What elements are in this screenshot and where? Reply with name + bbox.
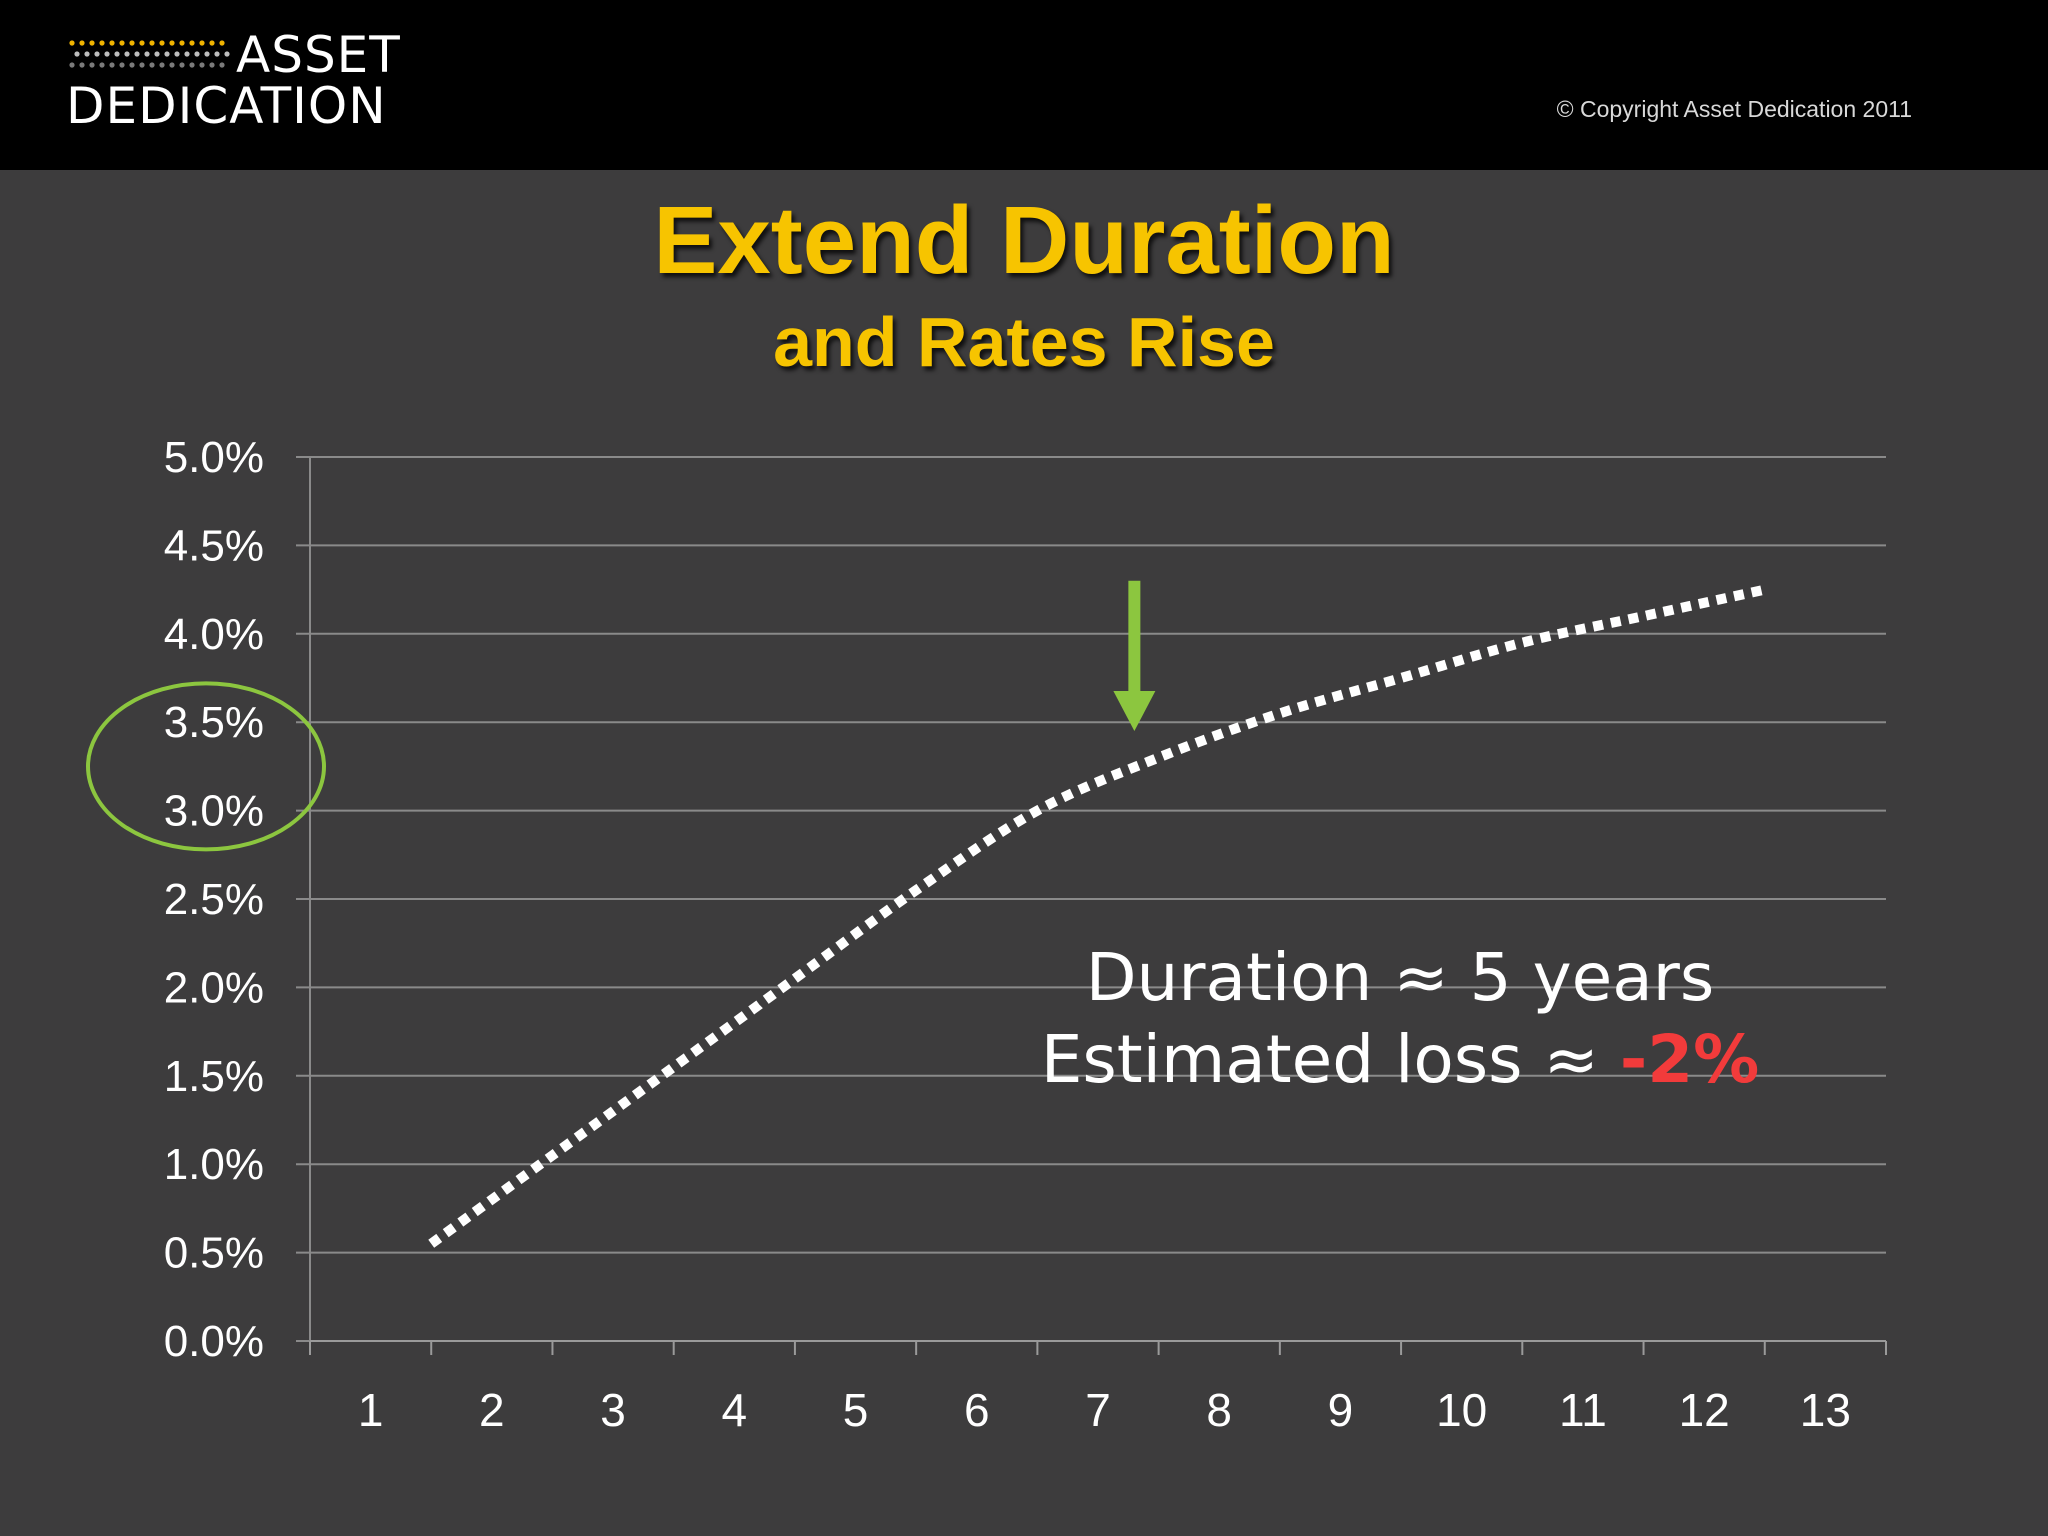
loss-annotation: Estimated loss ≈ -2% bbox=[980, 1020, 1820, 1100]
annotations-layer bbox=[86, 580, 1156, 852]
duration-annotation: Duration ≈ 5 years bbox=[1085, 939, 1715, 1016]
logo-text-asset: ASSET bbox=[236, 26, 401, 84]
x-tick-label: 7 bbox=[1085, 1384, 1111, 1436]
x-axis-tick-labels: 1 2 3 4 5 6 7 8 9 10 11 12 13 bbox=[358, 1384, 1851, 1436]
loss-label: Estimated loss ≈ bbox=[1040, 1021, 1620, 1098]
x-tick-label: 9 bbox=[1328, 1384, 1354, 1436]
logo-dots-icon bbox=[69, 40, 230, 68]
series-layer bbox=[428, 584, 1766, 1248]
x-tick-label: 8 bbox=[1206, 1384, 1232, 1436]
y-tick-label: 0.0% bbox=[164, 1317, 264, 1366]
x-tick-label: 11 bbox=[1559, 1384, 1607, 1436]
y-tick-label: 0.5% bbox=[164, 1229, 264, 1278]
gridlines bbox=[296, 456, 1886, 1342]
y-tick-label: 4.0% bbox=[164, 610, 264, 659]
y-tick-label: 2.0% bbox=[164, 963, 264, 1012]
logo-text-dedication: DEDICATION bbox=[66, 77, 387, 135]
arrow-head-icon bbox=[1113, 691, 1156, 732]
y-tick-label: 2.5% bbox=[164, 875, 264, 924]
y-tick-label: 5.0% bbox=[164, 433, 264, 482]
header-bar: ASSET DEDICATION © Copyright Asset Dedic… bbox=[0, 0, 2048, 170]
y-tick-label: 1.0% bbox=[164, 1140, 264, 1189]
y-tick-label: 3.0% bbox=[164, 787, 264, 836]
x-tick-label: 3 bbox=[600, 1384, 626, 1436]
x-tick-label: 12 bbox=[1679, 1384, 1730, 1436]
x-tick-label: 5 bbox=[843, 1384, 869, 1436]
asset-dedication-logo: ASSET DEDICATION bbox=[66, 28, 426, 138]
y-tick-label: 1.5% bbox=[164, 1052, 264, 1101]
loss-value: -2% bbox=[1619, 1021, 1760, 1098]
axes bbox=[309, 457, 1887, 1355]
yield-curve-line bbox=[428, 584, 1766, 1248]
x-tick-label: 13 bbox=[1800, 1384, 1851, 1436]
chart-subtitle: and Rates Rise bbox=[773, 303, 1275, 381]
chart-title: Extend Duration bbox=[653, 187, 1395, 294]
copyright-notice: © Copyright Asset Dedication 2011 bbox=[1556, 96, 1912, 122]
highlight-ellipse bbox=[86, 681, 326, 852]
x-tick-label: 1 bbox=[358, 1384, 384, 1436]
x-tick-label: 6 bbox=[964, 1384, 990, 1436]
y-axis-tick-labels: 0.0% 0.5% 1.0% 1.5% 2.0% 2.5% 3.0% 3.5% 4.0% 4.5%… bbox=[164, 433, 264, 1366]
x-tick-label: 2 bbox=[479, 1384, 505, 1436]
y-tick-label: 3.5% bbox=[164, 698, 264, 747]
x-tick-label: 4 bbox=[722, 1384, 748, 1436]
y-tick-label: 4.5% bbox=[164, 521, 264, 570]
x-tick-label: 10 bbox=[1436, 1384, 1487, 1436]
